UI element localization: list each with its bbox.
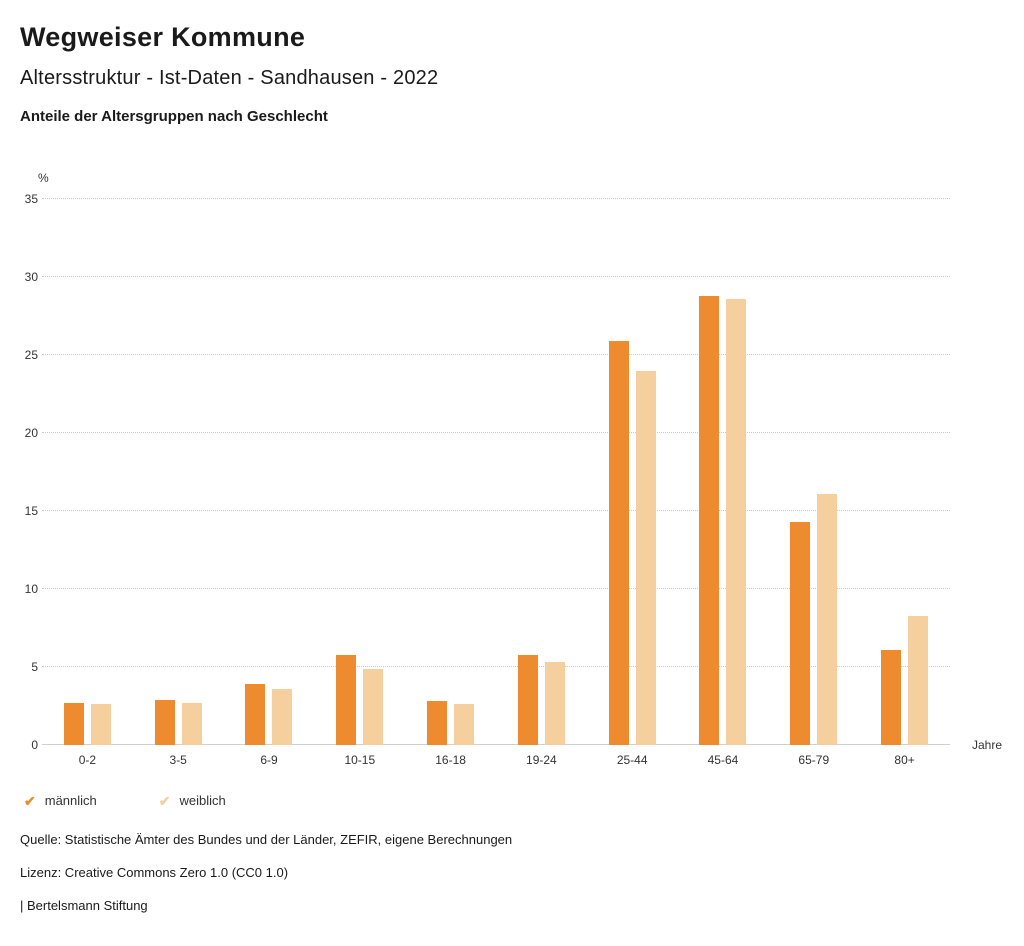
bar-group — [133, 199, 224, 745]
bar-männlich-25-44[interactable] — [608, 340, 629, 745]
legend: ✔ männlich ✔ weiblich — [24, 793, 1004, 808]
page-title: Wegweiser Kommune — [20, 22, 306, 52]
bar-weiblich-10-15[interactable] — [363, 668, 384, 745]
y-axis-unit-label: % — [38, 171, 49, 185]
legend-label: weiblich — [179, 793, 226, 808]
legend-item[interactable]: ✔ männlich — [24, 793, 97, 808]
x-tick-label: 10-15 — [344, 753, 376, 767]
bar-weiblich-3-5[interactable] — [181, 702, 202, 745]
x-tick-label: 25-44 — [616, 753, 648, 767]
bar-group — [768, 199, 859, 745]
bar-männlich-45-64[interactable] — [699, 295, 720, 745]
bar-männlich-3-5[interactable] — [154, 699, 175, 745]
bar-group — [587, 199, 678, 745]
gridline — [42, 744, 950, 745]
plot-area: Jahre 0 5 10 15 20 25 30 35 — [25, 192, 1002, 752]
y-tick-label: 5 — [31, 660, 38, 674]
gridline — [42, 198, 950, 199]
gridline — [42, 666, 950, 667]
bar-group — [859, 199, 950, 745]
bar-weiblich-6-9[interactable] — [272, 688, 293, 745]
gridline — [42, 588, 950, 589]
source-text: Quelle: Statistische Ämter des Bundes un… — [20, 832, 513, 847]
bar-weiblich-65-79[interactable] — [817, 493, 838, 745]
x-axis-labels: 0-2 3-5 6-9 10-15 16-18 19-24 25-44 45-64 65-79 8… — [42, 753, 950, 767]
attribution-text: | Bertelsmann Stiftung — [20, 898, 148, 913]
bar-groups — [42, 199, 950, 745]
y-tick-label: 25 — [24, 348, 38, 362]
bar-group — [678, 199, 769, 745]
bar-weiblich-80+[interactable] — [908, 615, 929, 745]
bar-group — [496, 199, 587, 745]
bar-männlich-6-9[interactable] — [245, 684, 266, 745]
bar-männlich-80+[interactable] — [881, 649, 902, 745]
y-tick-label: 15 — [24, 504, 38, 518]
legend-label: männlich — [44, 793, 97, 808]
footer: Quelle: Statistische Ämter des Bundes un… — [20, 832, 1004, 913]
y-tick-label: 30 — [24, 270, 38, 284]
chart-heading: Anteile der Altersgruppen nach Geschlech… — [20, 108, 328, 125]
page: Wegweiser Kommune Altersstruktur - Ist-D… — [20, 22, 1004, 913]
bar-group — [224, 199, 315, 745]
y-tick-label: 0 — [31, 738, 38, 752]
bar-männlich-65-79[interactable] — [790, 521, 811, 745]
x-tick-label: 45-64 — [707, 753, 739, 767]
x-tick-label: 16-18 — [435, 753, 466, 767]
x-tick-label: 80+ — [894, 753, 915, 767]
y-tick-label: 20 — [24, 426, 38, 440]
bar-weiblich-16-18[interactable] — [454, 704, 475, 745]
bar-männlich-10-15[interactable] — [336, 654, 357, 745]
gridline — [42, 354, 950, 355]
page-subtitle: Altersstruktur - Ist-Daten - Sandhausen … — [20, 67, 439, 89]
bar-group — [405, 199, 496, 745]
license-text: Lizenz: Creative Commons Zero 1.0 (CC0 1… — [20, 865, 289, 880]
legend-item[interactable]: ✔ weiblich — [159, 793, 226, 808]
bar-group — [314, 199, 405, 745]
gridline — [42, 276, 950, 277]
y-tick-label: 10 — [24, 582, 38, 596]
gridline — [42, 432, 950, 433]
y-tick-label: 35 — [24, 192, 38, 206]
x-tick-label: 0-2 — [78, 753, 97, 767]
x-tick-label: 65-79 — [798, 753, 830, 767]
x-tick-label: 6-9 — [260, 753, 278, 767]
x-tick-label: 19-24 — [526, 753, 557, 767]
bar-weiblich-25-44[interactable] — [635, 370, 656, 745]
check-icon: ✔ — [158, 792, 171, 809]
bar-männlich-19-24[interactable] — [517, 654, 538, 745]
x-axis-unit-label: Jahre — [971, 738, 1002, 752]
bar-männlich-0-2[interactable] — [63, 702, 84, 745]
bar-weiblich-19-24[interactable] — [544, 662, 565, 745]
bar-group — [42, 199, 133, 745]
bar-männlich-16-18[interactable] — [427, 701, 448, 745]
bar-weiblich-45-64[interactable] — [726, 298, 747, 745]
x-tick-label: 3-5 — [169, 753, 187, 767]
bar-weiblich-0-2[interactable] — [90, 704, 111, 745]
gridline — [42, 510, 950, 511]
check-icon: ✔ — [24, 792, 36, 809]
